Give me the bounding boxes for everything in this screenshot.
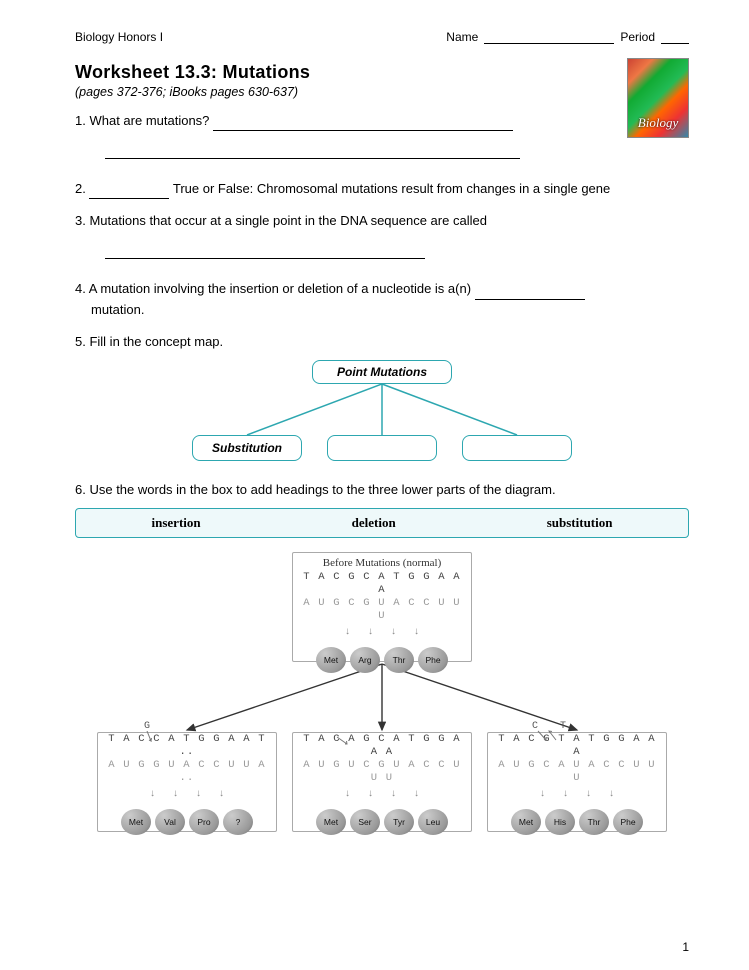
box3-amino-row: Met His Thr Phe <box>511 809 643 835</box>
word-bank: insertion deletion substitution <box>75 508 689 538</box>
q2-blank[interactable] <box>89 198 169 199</box>
box1-dna: T A C C A T G G A A T .. <box>102 733 272 759</box>
amino: Leu <box>418 809 448 835</box>
box1-rna: A U G G U A C C U U A .. <box>102 759 272 785</box>
concept-map-box-1: Substitution <box>192 435 302 461</box>
box2-amino-row: Met Ser Tyr Leu <box>316 809 448 835</box>
normal-sequence-box: Before Mutations (normal) T A C G C A T … <box>292 552 472 662</box>
delete-arrow-icon <box>335 735 355 747</box>
box2-rna: A U G U C G U A C C U U U <box>297 759 467 785</box>
question-5: 5. Fill in the concept map. <box>75 332 689 352</box>
insert-arrow-icon <box>138 731 158 745</box>
amino: Thr <box>579 809 609 835</box>
page-number: 1 <box>682 940 689 954</box>
box3-rna: A U G C A U A C C U U U <box>492 759 662 785</box>
q6-text: Use the words in the box to add headings… <box>89 482 555 497</box>
q3-blank[interactable] <box>105 245 425 259</box>
page-header: Biology Honors I Name Period <box>75 30 689 44</box>
word-bank-1: insertion <box>152 515 201 531</box>
textbook-cover-image: Biology <box>627 58 689 138</box>
amino: His <box>545 809 575 835</box>
concept-map-box-2[interactable] <box>327 435 437 461</box>
q4-blank[interactable] <box>475 299 585 300</box>
question-3: 3. Mutations that occur at a single poin… <box>75 211 689 231</box>
mutation-diagram: Before Mutations (normal) T A C G C A T … <box>97 552 667 832</box>
amino: Thr <box>384 647 414 673</box>
concept-map-top-box: Point Mutations <box>312 360 452 384</box>
q4-text-b: mutation. <box>91 302 144 317</box>
amino: Ser <box>350 809 380 835</box>
amino: ? <box>223 809 253 835</box>
box3-dna: T A C G T A T G G A A A <box>492 733 662 759</box>
box2-dna: T A C A G C A T G G A A A <box>297 733 467 759</box>
question-1: 1. What are mutations? <box>75 111 689 131</box>
worksheet-subtitle: (pages 372-376; iBooks pages 630-637) <box>75 85 689 99</box>
normal-amino-row: Met Arg Thr Phe <box>316 647 448 673</box>
q4-num: 4. <box>75 281 86 296</box>
q5-num: 5. <box>75 334 86 349</box>
amino: Met <box>316 647 346 673</box>
amino: Phe <box>613 809 643 835</box>
amino: Pro <box>189 809 219 835</box>
amino: Phe <box>418 647 448 673</box>
concept-map-box-3[interactable] <box>462 435 572 461</box>
period-label: Period <box>620 30 655 44</box>
q1-text: What are mutations? <box>89 113 209 128</box>
box1-amino-row: Met Val Pro ? <box>121 809 253 835</box>
mutation-box-2: T A C A G C A T G G A A A A U G U C G U … <box>292 732 472 832</box>
amino: Met <box>121 809 151 835</box>
question-4: 4. A mutation involving the insertion or… <box>75 279 689 319</box>
q1-num: 1. <box>75 113 86 128</box>
normal-dna: T A C G C A T G G A A A <box>297 571 467 597</box>
name-blank[interactable] <box>484 30 614 44</box>
amino: Val <box>155 809 185 835</box>
q2-num: 2. <box>75 181 86 196</box>
concept-map: Point Mutations Substitution <box>172 360 592 470</box>
sub-arrow-icon <box>534 729 564 745</box>
amino: Tyr <box>384 809 414 835</box>
q2-text: True or False: Chromosomal mutations res… <box>173 181 610 196</box>
worksheet-title: Worksheet 13.3: Mutations <box>75 62 689 83</box>
course-name: Biology Honors I <box>75 30 163 44</box>
mutation-box-3: C T T A C G T A T G G A A A A U G C A U … <box>487 732 667 832</box>
question-6: 6. Use the words in the box to add headi… <box>75 480 689 500</box>
book-cover-label: Biology <box>638 115 678 131</box>
q5-text: Fill in the concept map. <box>89 334 223 349</box>
q3-num: 3. <box>75 213 86 228</box>
q3-text: Mutations that occur at a single point i… <box>89 213 486 228</box>
name-label: Name <box>446 30 478 44</box>
mutation-box-1: G T A C C A T G G A A T .. A U G G U A C… <box>97 732 277 832</box>
amino: Arg <box>350 647 380 673</box>
amino: Met <box>316 809 346 835</box>
q1-blank-2[interactable] <box>105 145 520 159</box>
normal-rna: A U G C G U A C C U U U <box>297 597 467 623</box>
title-area: Worksheet 13.3: Mutations (pages 372-376… <box>75 62 689 99</box>
word-bank-3: substitution <box>547 515 613 531</box>
q1-blank-1[interactable] <box>213 130 513 131</box>
word-bank-2: deletion <box>352 515 396 531</box>
question-2: 2. True or False: Chromosomal mutations … <box>75 179 689 199</box>
normal-title: Before Mutations (normal) <box>323 553 442 571</box>
period-blank[interactable] <box>661 30 689 44</box>
q6-num: 6. <box>75 482 86 497</box>
q4-text-a: A mutation involving the insertion or de… <box>89 281 471 296</box>
amino: Met <box>511 809 541 835</box>
